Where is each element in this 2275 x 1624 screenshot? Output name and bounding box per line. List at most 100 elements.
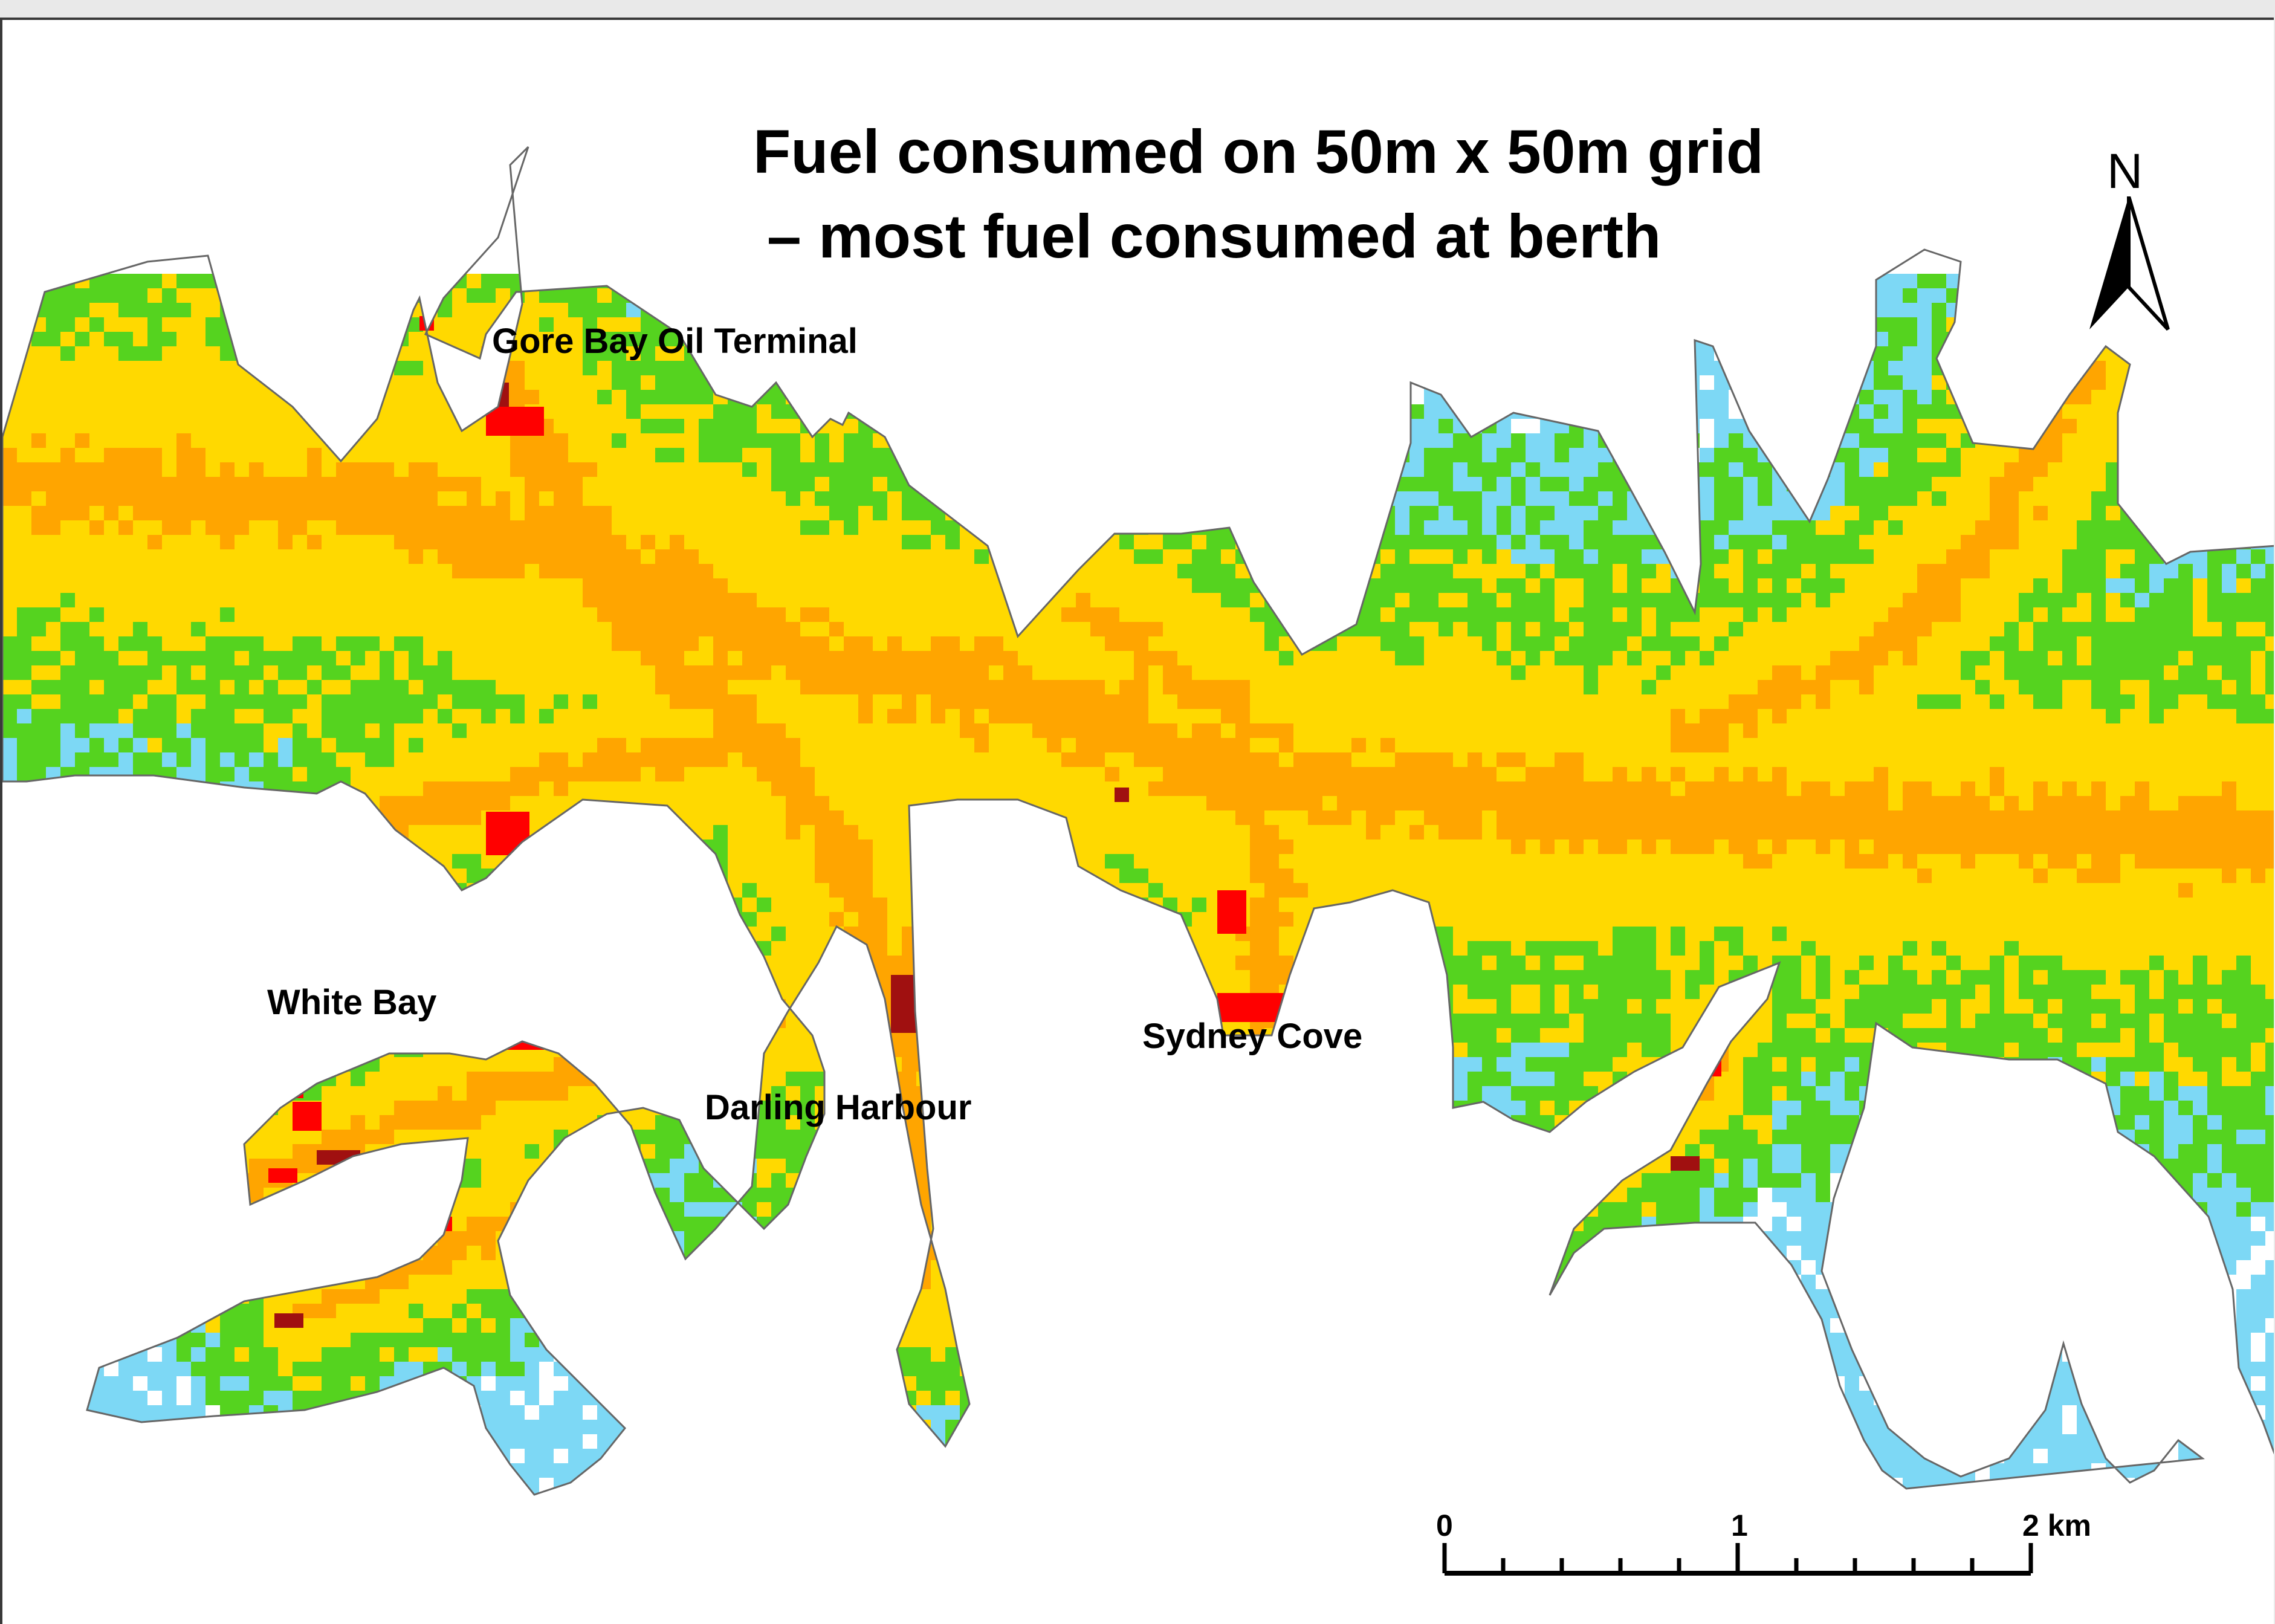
grid-cell xyxy=(1903,506,1917,520)
grid-cell xyxy=(1337,665,1351,680)
grid-cell xyxy=(1801,520,1816,535)
grid-cell xyxy=(1018,361,1032,375)
grid-cell xyxy=(1090,723,1105,738)
grid-cell xyxy=(2135,448,2149,462)
grid-cell xyxy=(597,448,612,462)
grid-cell xyxy=(1032,506,1047,520)
grid-cell xyxy=(641,694,655,709)
grid-cell xyxy=(1235,491,1250,506)
grid-cell xyxy=(684,419,699,433)
grid-cell xyxy=(786,520,800,535)
grid-cell xyxy=(336,288,351,303)
grid-cell xyxy=(2149,622,2164,636)
grid-cell xyxy=(815,274,829,288)
grid-cell xyxy=(2164,564,2178,578)
grid-cell xyxy=(873,709,887,723)
grid-cell xyxy=(989,709,1003,723)
grid-cell xyxy=(1061,520,1076,535)
grid-cell xyxy=(496,274,510,288)
grid-cell xyxy=(815,651,829,665)
grid-cell xyxy=(307,549,322,564)
grid-cell xyxy=(1555,433,1569,448)
grid-cell xyxy=(1105,607,1119,622)
grid-cell xyxy=(467,477,481,491)
grid-cell xyxy=(1859,303,1874,317)
grid-cell xyxy=(1758,520,1772,535)
grid-cell xyxy=(1671,709,1685,723)
grid-cell xyxy=(1105,361,1119,375)
grid-cell xyxy=(1714,622,1729,636)
grid-cell xyxy=(1511,303,1526,317)
grid-cell xyxy=(1758,491,1772,506)
grid-cell xyxy=(684,390,699,404)
grid-cell xyxy=(1830,680,1845,694)
grid-cell xyxy=(2062,477,2077,491)
grid-cell xyxy=(1279,419,1293,433)
grid-cell xyxy=(46,491,60,506)
grid-cell xyxy=(1845,361,1859,375)
grid-cell xyxy=(1598,723,1613,738)
grid-cell xyxy=(1598,332,1613,346)
grid-cell xyxy=(2251,274,2265,288)
grid-cell xyxy=(89,462,104,477)
grid-cell xyxy=(104,694,118,709)
grid-cell xyxy=(1816,303,1830,317)
grid-cell xyxy=(89,694,104,709)
grid-cell xyxy=(1279,520,1293,535)
grid-cell xyxy=(1293,549,1308,564)
grid-cell xyxy=(1206,506,1221,520)
grid-cell xyxy=(684,520,699,535)
grid-cell xyxy=(1627,433,1642,448)
grid-cell xyxy=(1540,317,1555,332)
grid-cell xyxy=(902,317,916,332)
grid-cell xyxy=(1511,274,1526,288)
grid-cell xyxy=(2106,694,2120,709)
grid-cell xyxy=(467,433,481,448)
grid-cell xyxy=(133,578,147,593)
grid-cell xyxy=(1235,680,1250,694)
grid-cell xyxy=(612,578,626,593)
grid-cell xyxy=(2207,288,2222,303)
grid-cell xyxy=(699,404,713,419)
grid-cell xyxy=(1366,665,1380,680)
grid-cell xyxy=(2120,448,2135,462)
grid-cell xyxy=(380,564,394,578)
grid-cell xyxy=(2178,520,2193,535)
grid-cell xyxy=(133,448,147,462)
grid-cell xyxy=(757,303,771,317)
grid-cell xyxy=(1497,636,1511,651)
grid-cell xyxy=(670,593,684,607)
grid-cell xyxy=(118,361,133,375)
grid-cell xyxy=(1351,462,1366,477)
grid-cell xyxy=(1366,636,1380,651)
grid-cell xyxy=(2207,622,2222,636)
grid-cell xyxy=(1584,317,1598,332)
grid-cell xyxy=(641,622,655,636)
grid-cell xyxy=(2207,433,2222,448)
grid-cell xyxy=(60,303,75,317)
grid-cell xyxy=(1758,622,1772,636)
grid-cell xyxy=(989,607,1003,622)
grid-cell xyxy=(2048,578,2062,593)
grid-cell xyxy=(829,390,844,404)
grid-cell xyxy=(1061,694,1076,709)
grid-cell xyxy=(2265,665,2274,680)
grid-cell xyxy=(1917,535,1932,549)
grid-cell xyxy=(1293,462,1308,477)
grid-cell xyxy=(1468,520,1482,535)
grid-cell xyxy=(858,607,873,622)
grid-cell xyxy=(467,694,481,709)
grid-cell xyxy=(409,361,423,375)
grid-cell xyxy=(278,593,293,607)
grid-cell xyxy=(89,433,104,448)
grid-cell xyxy=(844,665,858,680)
grid-cell xyxy=(510,361,525,375)
grid-cell xyxy=(31,491,46,506)
grid-cell xyxy=(684,694,699,709)
grid-cell xyxy=(626,390,641,404)
grid-cell xyxy=(1221,680,1235,694)
grid-cell xyxy=(322,578,336,593)
grid-cell xyxy=(1627,535,1642,549)
grid-cell xyxy=(1903,622,1917,636)
grid-cell xyxy=(1134,491,1148,506)
